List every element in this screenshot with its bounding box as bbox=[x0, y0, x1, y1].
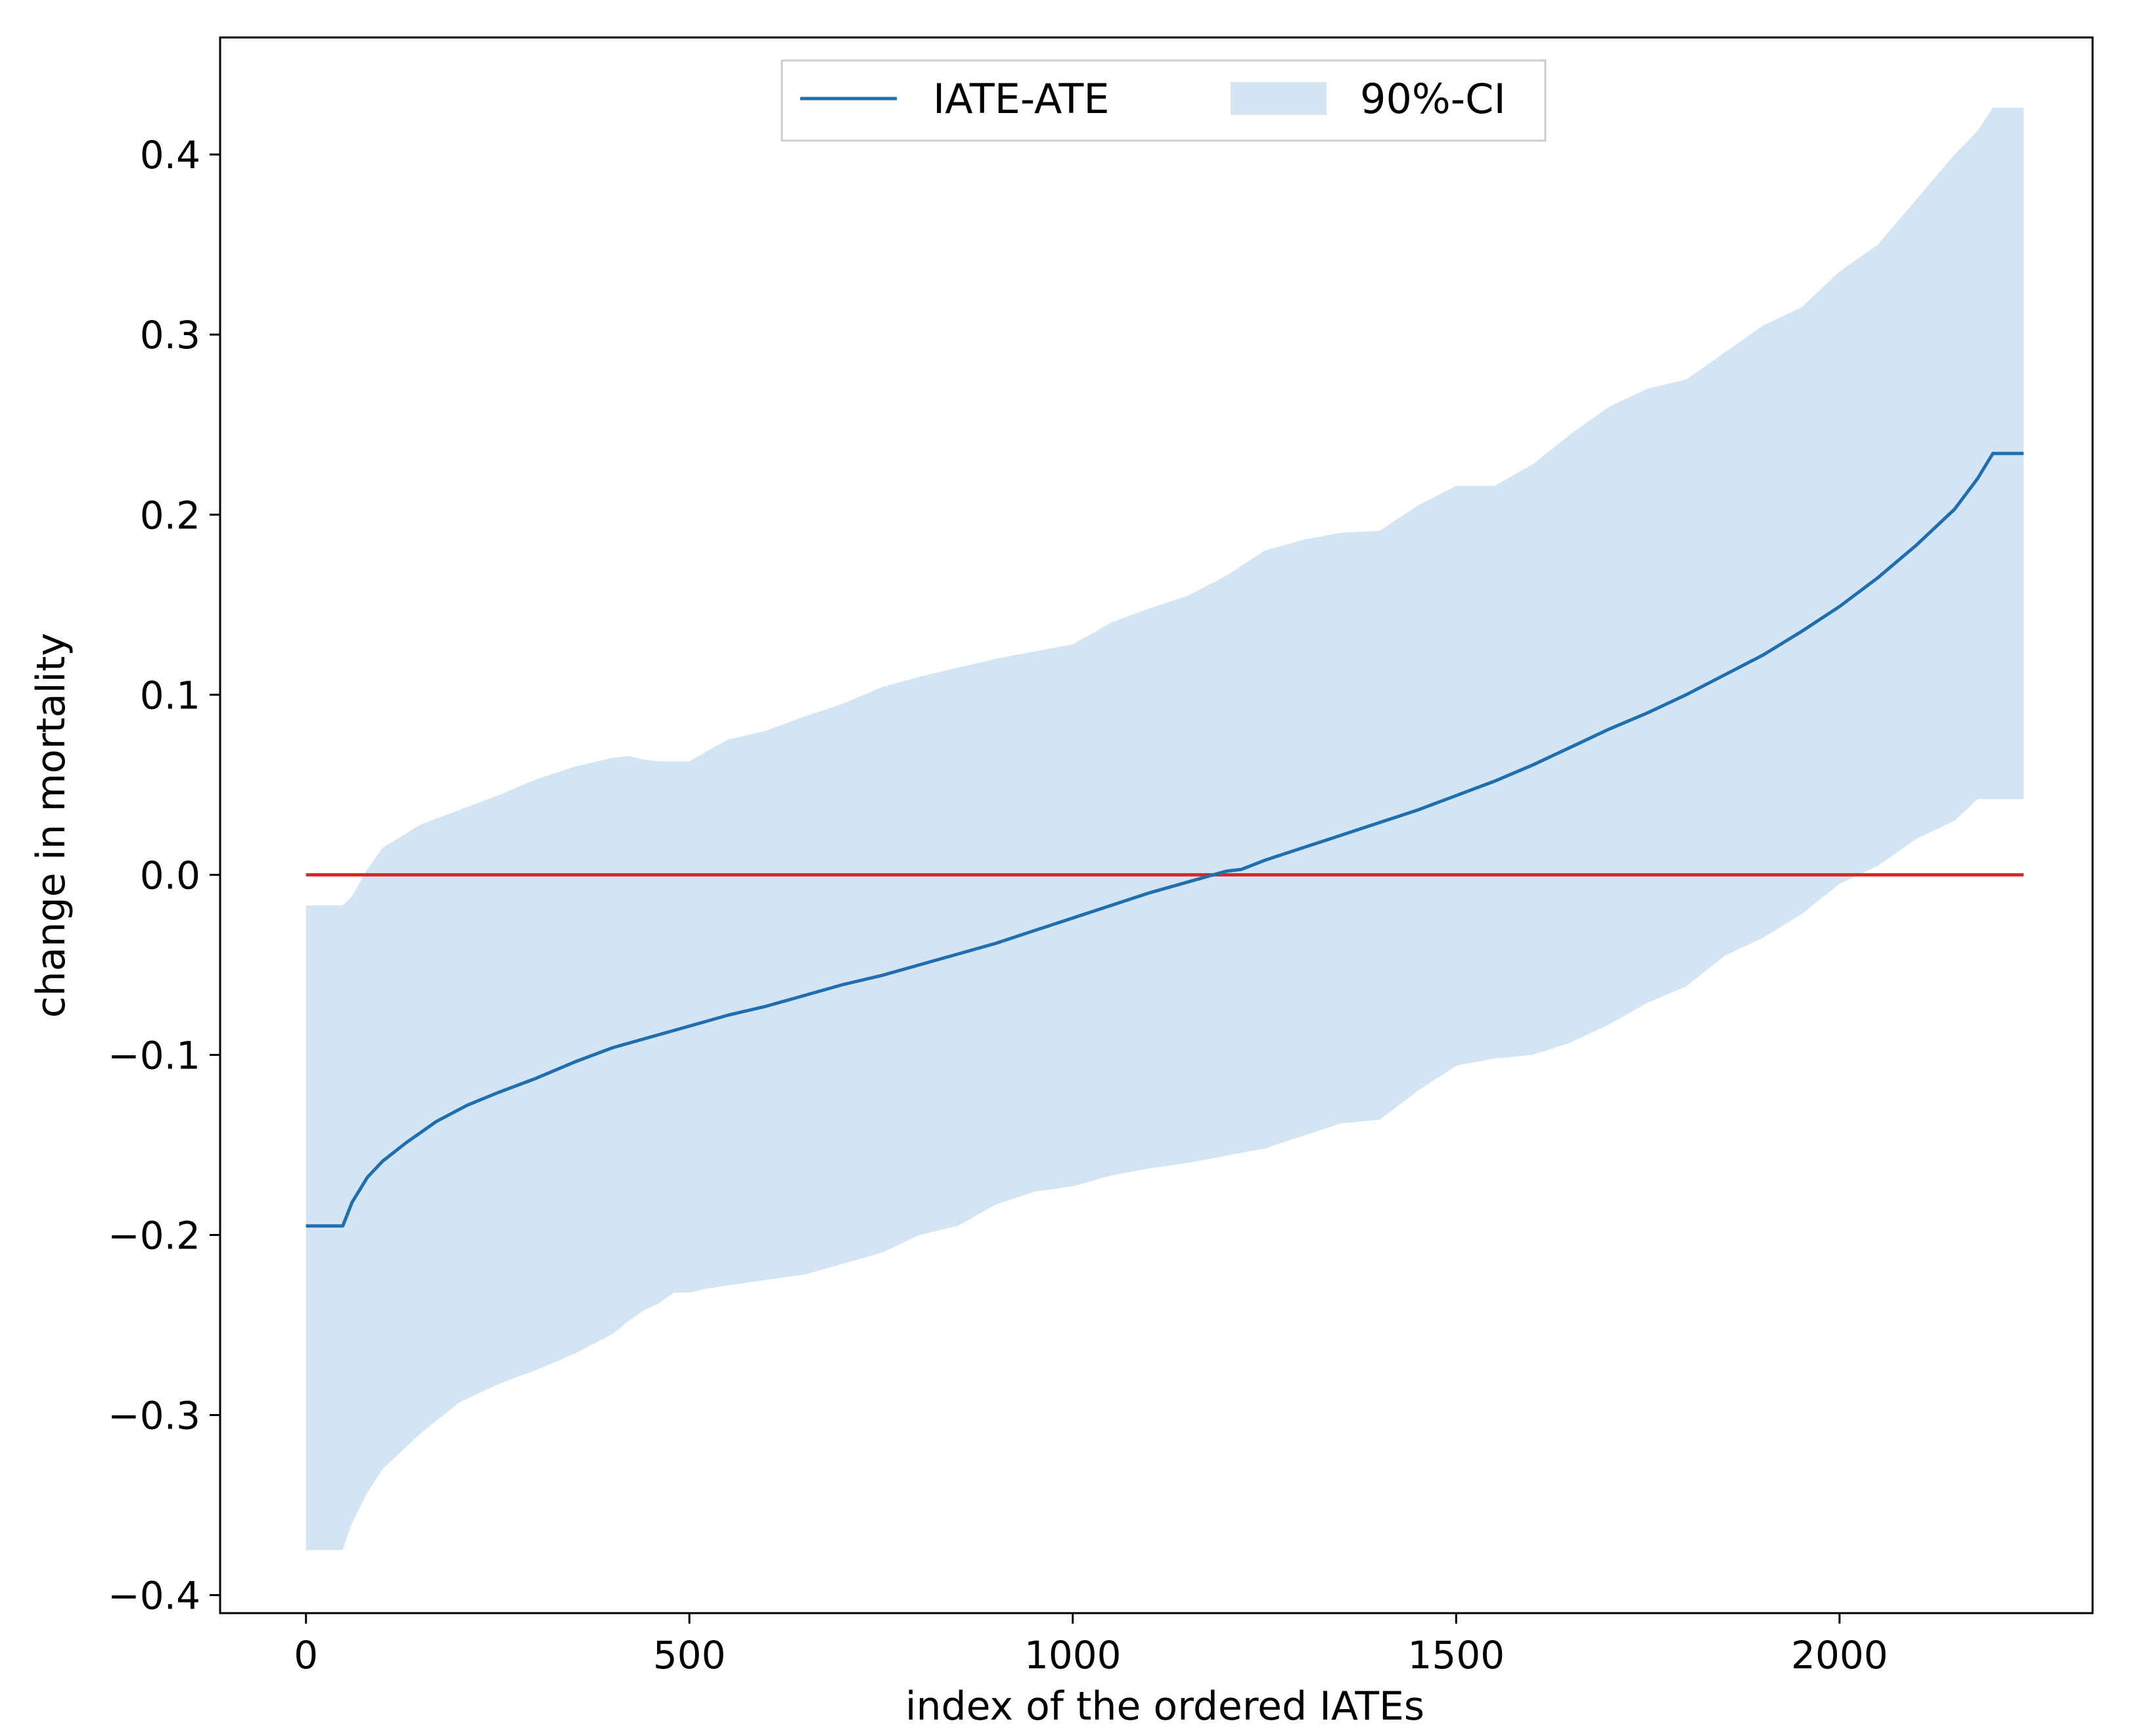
y-tick-label: −0.3 bbox=[108, 1394, 200, 1438]
x-tick-label: 500 bbox=[653, 1633, 726, 1678]
legend-ci-label: 90%-CI bbox=[1360, 75, 1506, 123]
legend-box bbox=[781, 59, 1547, 142]
y-tick-label: 0.0 bbox=[140, 853, 200, 898]
x-tick-label: 0 bbox=[294, 1633, 318, 1678]
ci-band bbox=[306, 107, 2024, 1551]
y-axis-label: change in mortality bbox=[28, 633, 74, 1018]
y-tick-label: 0.2 bbox=[140, 493, 200, 537]
x-tick-label: 2000 bbox=[1791, 1633, 1888, 1678]
x-axis: 0 500 1000 1500 2000 bbox=[294, 1613, 1888, 1678]
y-tick-label: −0.2 bbox=[108, 1213, 200, 1258]
x-tick-label: 1500 bbox=[1408, 1633, 1505, 1678]
plot-area bbox=[306, 107, 2024, 1551]
y-tick-label: −0.4 bbox=[108, 1574, 200, 1618]
legend-ci-swatch bbox=[1231, 82, 1327, 115]
y-tick-label: 0.3 bbox=[140, 313, 200, 357]
legend: IATE-ATE 90%-CI bbox=[781, 59, 1547, 142]
x-tick-label: 1000 bbox=[1024, 1633, 1122, 1678]
y-tick-label: 0.4 bbox=[140, 133, 200, 177]
axes-frame bbox=[219, 36, 2094, 1614]
x-axis-label: index of the ordered IATEs bbox=[905, 1683, 1424, 1729]
y-tick-label: 0.1 bbox=[140, 673, 200, 718]
legend-iate-ate-label: IATE-ATE bbox=[933, 75, 1110, 123]
y-tick-label: −0.1 bbox=[108, 1033, 200, 1078]
iate-ate-line bbox=[306, 451, 2024, 1228]
y-axis: −0.4 −0.3 −0.2 −0.1 0.0 0.1 0.2 0.3 0.4 bbox=[108, 133, 220, 1618]
